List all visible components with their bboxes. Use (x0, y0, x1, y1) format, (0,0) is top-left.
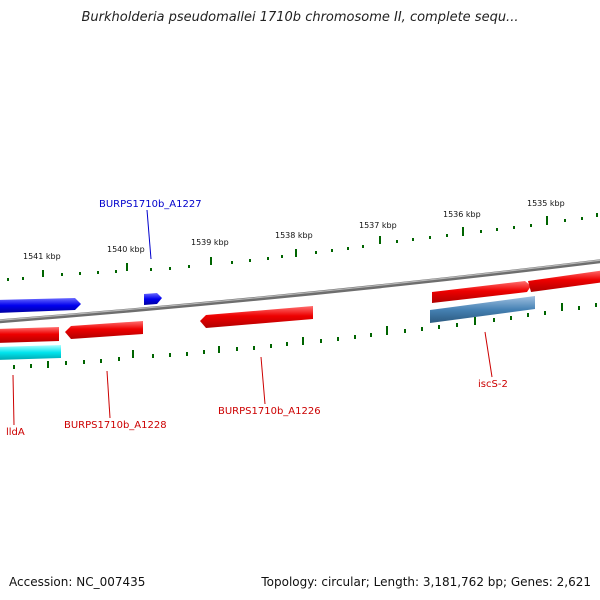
scale-label-1538: 1538 kbp (275, 231, 313, 240)
gene-forward-red-right[interactable] (528, 270, 600, 292)
chromosome-backbone (0, 259, 600, 324)
scale-label-1535: 1535 kbp (527, 199, 565, 208)
scale-label-1541: 1541 kbp (23, 252, 61, 261)
gene-forward-blue-left[interactable] (0, 298, 81, 313)
label-a1226[interactable]: BURPS1710b_A1226 (218, 406, 321, 417)
sequence-stats-text: Topology: circular; Length: 3,181,762 bp… (261, 575, 591, 589)
leader-llda (12, 374, 15, 426)
scale-label-1539: 1539 kbp (191, 238, 229, 247)
scale-labels: 1541 kbp 1540 kbp 1539 kbp 1538 kbp 1537… (23, 199, 565, 261)
gene-a1227[interactable] (144, 293, 162, 305)
label-a1228[interactable]: BURPS1710b_A1228 (64, 420, 167, 431)
gene-cyan[interactable] (0, 345, 61, 360)
reverse-strand-genes (0, 296, 535, 360)
gene-llda[interactable] (0, 327, 59, 343)
map-title: Burkholderia pseudomallei 1710b chromoso… (81, 10, 519, 25)
gene-labels: BURPS1710b_A1227 lldA BURPS1710b_A1228 B… (6, 199, 508, 438)
inner-tick-track (13, 303, 597, 369)
forward-strand-genes (0, 270, 600, 313)
label-iscs-2[interactable]: iscS-2 (478, 379, 508, 390)
accession-text: Accession: NC_007435 (9, 575, 146, 589)
outer-tick-track (7, 213, 598, 281)
gene-steel[interactable] (430, 296, 535, 323)
leader-a1227 (146, 209, 152, 260)
gene-a1226[interactable] (200, 306, 313, 328)
label-leader-lines (12, 209, 493, 426)
leader-a1226 (260, 356, 266, 405)
scale-label-1536: 1536 kbp (443, 210, 481, 219)
scale-label-1537: 1537 kbp (359, 221, 397, 230)
leader-iscs-2 (484, 331, 493, 378)
gene-iscs-2-forward[interactable] (432, 281, 531, 303)
label-llda[interactable]: lldA (6, 427, 25, 438)
leader-a1228 (106, 370, 111, 419)
gene-a1228[interactable] (65, 321, 143, 339)
label-a1227[interactable]: BURPS1710b_A1227 (99, 199, 202, 210)
scale-label-1540: 1540 kbp (107, 245, 145, 254)
